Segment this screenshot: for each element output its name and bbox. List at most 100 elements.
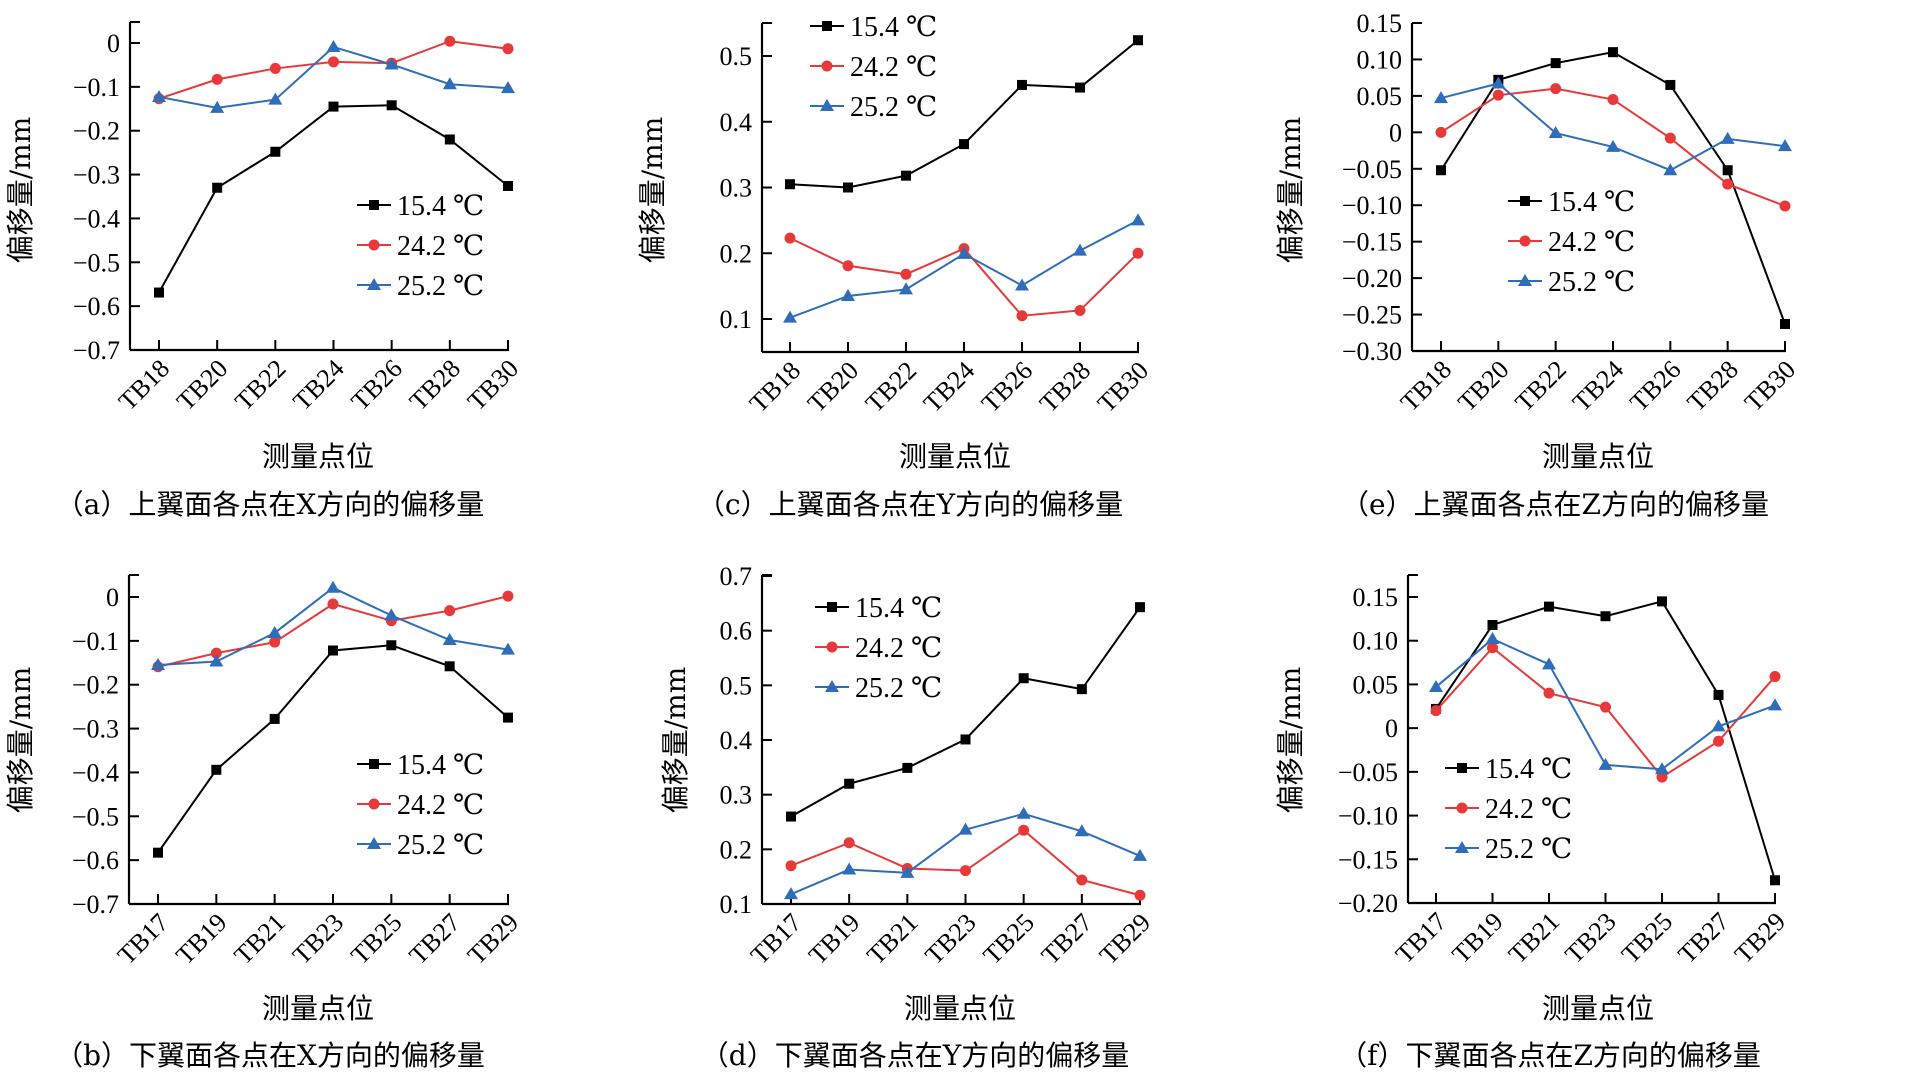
chart-panel-d: 0.10.20.30.40.50.60.7TB17TB19TB21TB23TB2… — [659, 562, 1156, 1072]
legend-label: 24.2 ℃ — [850, 52, 937, 83]
data-point — [844, 778, 855, 789]
x-tick-label: TB18 — [744, 356, 806, 418]
x-tick-label: TB27 — [404, 908, 466, 970]
y-tick-label: −0.1 — [73, 73, 120, 102]
legend: 15.4 ℃ 24.2 ℃ 25.2 ℃ — [357, 191, 484, 302]
data-point — [152, 89, 166, 102]
legend-label: 25.2 ℃ — [1548, 267, 1635, 298]
legend-label: 24.2 ℃ — [1485, 794, 1572, 825]
panel-caption: （a）上翼面各点在X方向的偏移量 — [56, 488, 485, 521]
x-tick-label: TB24 — [1567, 355, 1629, 417]
y-tick-label: −0.5 — [72, 802, 119, 831]
x-tick-label: TB22 — [860, 356, 922, 418]
series-1 — [1431, 596, 1780, 886]
legend-marker — [820, 99, 834, 111]
data-point — [502, 590, 514, 602]
data-point — [1017, 79, 1027, 90]
x-tick-label: TB21 — [861, 908, 923, 970]
data-point — [959, 139, 969, 150]
data-point — [783, 310, 797, 323]
panel-caption: （e）上翼面各点在Z方向的偏移量 — [1341, 488, 1769, 521]
legend-marker — [821, 60, 833, 72]
y-tick-label: −0.25 — [1342, 301, 1402, 330]
data-point — [1548, 126, 1563, 139]
data-point — [444, 35, 456, 47]
legend-marker — [367, 278, 381, 290]
data-point — [269, 713, 280, 724]
data-point — [960, 734, 971, 745]
y-tick-label: −0.6 — [73, 292, 120, 321]
y-tick-label: −0.4 — [72, 758, 119, 787]
chart-panel-a: 0−0.1−0.2−0.3−0.4−0.5−0.6−0.7TB18TB20TB2… — [4, 21, 524, 521]
x-tick-label: TB21 — [229, 908, 291, 970]
x-tick-label: TB26 — [346, 354, 408, 416]
data-point — [1722, 178, 1734, 190]
x-tick-label: TB27 — [1036, 908, 1098, 970]
series-3 — [152, 39, 515, 113]
y-tick-label: −0.2 — [72, 671, 119, 700]
data-point — [1608, 47, 1618, 58]
data-point — [1492, 89, 1504, 101]
data-point — [326, 580, 340, 593]
data-point — [1779, 200, 1791, 212]
data-point — [270, 146, 281, 157]
data-point — [841, 288, 855, 301]
x-tick-label: TB18 — [113, 354, 175, 416]
x-tick-label: TB23 — [287, 908, 349, 970]
x-tick-label: TB27 — [1672, 907, 1734, 969]
legend-marker — [369, 200, 379, 210]
legend-label: 24.2 ℃ — [1548, 227, 1635, 258]
y-axis-title: 偏移量/mm — [4, 117, 37, 264]
y-tick-label: 0.2 — [720, 835, 753, 864]
x-tick-label: TB17 — [112, 908, 174, 970]
legend-label: 25.2 ℃ — [397, 271, 484, 302]
data-point — [209, 654, 224, 667]
data-point — [1607, 94, 1619, 106]
y-tick-label: −0.10 — [1338, 802, 1398, 831]
data-point — [1132, 247, 1144, 259]
y-tick-label: 0.2 — [720, 239, 753, 268]
data-point — [1073, 243, 1087, 256]
chart-panel-b: 0−0.1−0.2−0.3−0.4−0.5−0.6−0.7TB17TB19TB2… — [4, 574, 524, 1072]
y-axis-title: 偏移量/mm — [636, 117, 669, 264]
data-point — [784, 232, 796, 244]
series-3 — [151, 580, 515, 670]
data-point — [842, 260, 854, 272]
data-point — [1665, 79, 1676, 90]
data-point — [1075, 82, 1085, 93]
data-point — [1429, 680, 1443, 693]
x-tick-label: TB19 — [170, 908, 232, 970]
y-tick-label: −0.15 — [1342, 228, 1402, 257]
legend-label: 24.2 ℃ — [855, 633, 942, 664]
legend-label: 24.2 ℃ — [397, 790, 484, 821]
x-tick-label: TB28 — [1682, 355, 1744, 417]
data-point — [1543, 687, 1555, 699]
data-point — [326, 39, 341, 52]
data-point — [211, 73, 223, 85]
data-point — [444, 661, 455, 672]
data-point — [328, 645, 338, 656]
series-3 — [783, 213, 1145, 323]
x-tick-label: TB17 — [1390, 907, 1452, 969]
x-tick-label: TB26 — [976, 356, 1038, 418]
data-point — [901, 170, 911, 181]
y-axis-title: 偏移量/mm — [659, 667, 692, 814]
data-point — [784, 887, 798, 900]
data-point — [267, 625, 282, 638]
series-line — [157, 644, 509, 854]
data-point — [843, 837, 855, 849]
y-tick-label: 0 — [107, 29, 120, 58]
x-tick-label: TB25 — [345, 908, 407, 970]
y-tick-label: 0.10 — [1353, 627, 1399, 656]
y-tick-label: 0.6 — [720, 617, 753, 646]
data-point — [1435, 126, 1447, 138]
data-point — [442, 632, 457, 645]
x-tick-label: TB23 — [919, 908, 981, 970]
x-tick-label: TB24 — [287, 354, 349, 416]
data-point — [900, 268, 912, 280]
data-point — [1711, 719, 1726, 732]
y-tick-label: −0.05 — [1338, 758, 1398, 787]
legend-marker — [367, 837, 381, 849]
data-point — [899, 282, 913, 295]
x-axis-title: 测量点位 — [262, 992, 374, 1025]
